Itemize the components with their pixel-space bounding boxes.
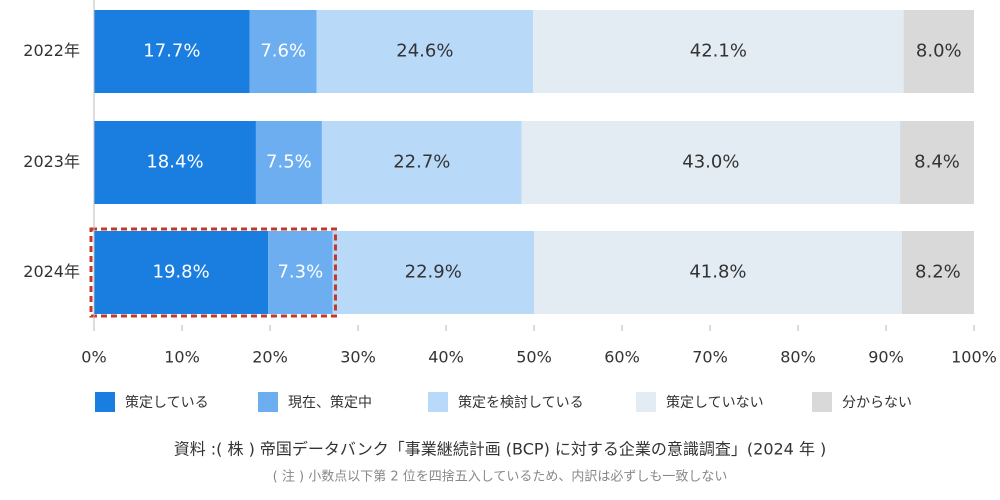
- data-label: 22.9%: [405, 262, 462, 283]
- bar-segment: [332, 231, 534, 314]
- bar-segment: [901, 231, 974, 314]
- bar-segment: [94, 10, 250, 93]
- bar-segment: [903, 10, 974, 93]
- data-label: 7.5%: [266, 152, 312, 173]
- data-label: 42.1%: [690, 41, 747, 62]
- x-tick-label: 70%: [692, 348, 728, 367]
- x-tick-label: 40%: [428, 348, 464, 367]
- legend-label: 現在、策定中: [288, 394, 372, 411]
- highlight-box: [89, 227, 337, 318]
- data-label: 18.4%: [146, 152, 203, 173]
- legend-swatch: [428, 392, 448, 412]
- data-label: 19.8%: [153, 262, 210, 283]
- legend-swatch: [812, 392, 832, 412]
- data-label: 7.6%: [260, 41, 306, 62]
- x-tick-label: 0%: [81, 348, 106, 367]
- bar-segment: [268, 231, 333, 314]
- legend-swatch: [258, 392, 278, 412]
- data-label: 43.0%: [682, 152, 739, 173]
- data-label: 7.3%: [277, 262, 323, 283]
- data-label: 41.8%: [689, 262, 746, 283]
- bar-segment: [321, 121, 522, 204]
- legend-label: 策定を検討している: [458, 394, 584, 411]
- legend-swatch: [636, 392, 656, 412]
- x-tick-label: 30%: [340, 348, 376, 367]
- x-tick-label: 80%: [780, 348, 816, 367]
- data-label: 8.0%: [916, 41, 962, 62]
- bar-segment: [94, 121, 256, 204]
- bar-segment: [316, 10, 534, 93]
- data-label: 24.6%: [396, 41, 453, 62]
- x-tick-label: 60%: [604, 348, 640, 367]
- category-label: 2024年: [23, 262, 80, 281]
- x-tick-label: 100%: [951, 348, 997, 367]
- bar-segment: [255, 121, 322, 204]
- bar-segment: [900, 121, 974, 204]
- x-tick-label: 10%: [164, 348, 200, 367]
- bar-segment: [94, 231, 269, 314]
- data-label: 17.7%: [143, 41, 200, 62]
- legend-swatch: [95, 392, 115, 412]
- x-tick-label: 90%: [868, 348, 904, 367]
- bar-segment: [534, 231, 902, 314]
- data-label: 22.7%: [393, 152, 450, 173]
- source: 資料 :( 株 ) 帝国データバンク「事業継続計画 (BCP) に対する企業の意…: [174, 440, 827, 459]
- data-label: 8.4%: [914, 152, 960, 173]
- note: ( 注 ) 小数点以下第 2 位を四捨五入しているため、内訳は必ずしも一致しない: [273, 469, 728, 485]
- legend-label: 策定していない: [666, 394, 764, 411]
- bar-segment: [249, 10, 317, 93]
- category-label: 2022年: [23, 41, 80, 60]
- category-label: 2023年: [23, 152, 80, 171]
- bar-segment: [521, 121, 901, 204]
- bar-segment: [533, 10, 904, 93]
- x-tick-label: 20%: [252, 348, 288, 367]
- x-tick-label: 50%: [516, 348, 552, 367]
- data-label: 8.2%: [915, 262, 961, 283]
- legend-label: 分からない: [842, 395, 912, 411]
- legend-label: 策定している: [125, 394, 209, 411]
